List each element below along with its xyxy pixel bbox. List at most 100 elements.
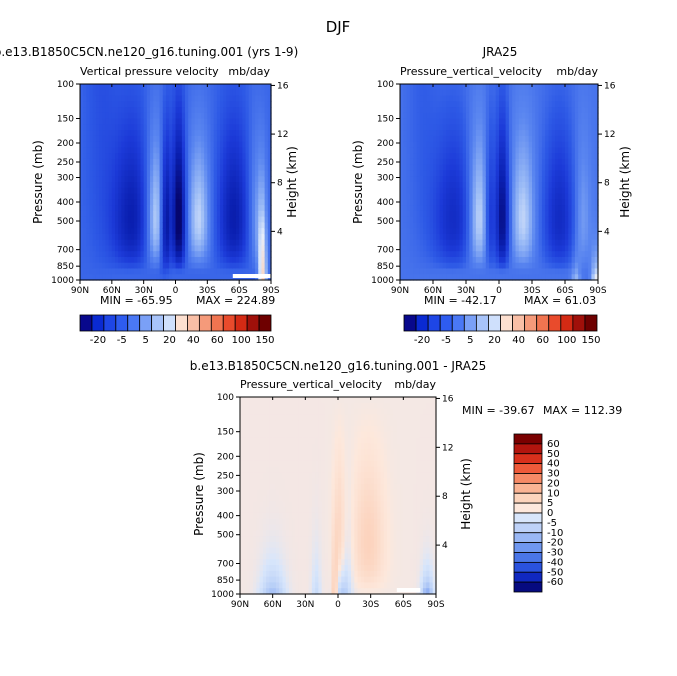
contour-cell (495, 124, 500, 131)
contour-cell (452, 239, 457, 247)
contour-cell (492, 222, 497, 229)
contour-cell (502, 182, 507, 189)
contour-cell (489, 182, 493, 189)
contour-cell (446, 245, 451, 252)
contour-cell (213, 135, 218, 143)
contour-cell (561, 89, 566, 97)
contour-cell (207, 147, 212, 154)
contour-cell (446, 89, 451, 97)
contour-cell (264, 112, 269, 120)
contour-cell (452, 205, 457, 212)
contour-cell (479, 118, 484, 125)
contour-cell (181, 205, 186, 212)
contour-cell (305, 547, 310, 555)
contour-cell (143, 158, 148, 166)
contour-cell (588, 210, 592, 218)
contour-cell (213, 176, 218, 183)
contour-cell (532, 182, 536, 189)
contour-cell (508, 251, 513, 258)
contour-cell (226, 107, 231, 114)
contour-cell (456, 176, 460, 183)
contour-cell (175, 193, 180, 200)
contour-cell (105, 274, 110, 281)
contour-cell (446, 256, 451, 264)
contour-cell (588, 182, 592, 189)
contour-cell (459, 193, 464, 200)
contour-cell (295, 431, 300, 439)
contour-cell (153, 199, 157, 206)
contour-cell (446, 95, 451, 102)
contour-cell (210, 153, 215, 160)
contour-cell (499, 176, 503, 183)
contour-cell (262, 478, 267, 485)
contour-cell (433, 170, 437, 177)
contour-cell (226, 222, 231, 229)
x-tick-label: 30S (523, 286, 540, 296)
contour-cell (295, 524, 300, 531)
contour-cell (272, 478, 277, 485)
contour-cell (162, 95, 167, 102)
contour-cell (275, 472, 280, 479)
contour-cell (588, 216, 592, 223)
contour-cell (302, 570, 306, 578)
contour-cell (229, 84, 234, 91)
contour-cell (419, 245, 424, 252)
contour-cell (124, 262, 129, 270)
contour-cell (289, 425, 293, 433)
contour-cell (485, 245, 490, 252)
contour-cell (181, 245, 186, 252)
contour-cell (181, 158, 186, 166)
contour-cell (403, 251, 408, 258)
contour-cell (502, 256, 507, 264)
contour-cell (269, 408, 274, 415)
contour-cell (292, 454, 297, 462)
contour-cell (433, 130, 437, 137)
contour-cell (298, 565, 303, 572)
contour-cell (535, 233, 540, 241)
contour-cell (423, 176, 427, 183)
contour-cell (568, 135, 573, 143)
contour-cell (446, 147, 451, 154)
contour-cell (226, 124, 231, 131)
contour-cell (197, 89, 202, 97)
contour-cell (423, 245, 427, 252)
contour-cell (472, 193, 477, 200)
contour-cell (121, 95, 126, 102)
contour-cell (83, 205, 87, 212)
contour-cell (191, 95, 196, 102)
contour-cell (548, 222, 553, 229)
contour-cell (545, 107, 550, 114)
contour-cell (561, 268, 566, 275)
contour-cell (551, 228, 556, 235)
contour-cell (204, 170, 208, 177)
contour-cell (502, 274, 507, 281)
contour-cell (459, 182, 464, 189)
contour-cell (482, 262, 487, 270)
contour-cell (594, 193, 599, 200)
contour-cell (469, 124, 474, 131)
contour-cell (269, 547, 274, 555)
contour-cell (256, 478, 261, 485)
contour-cell (591, 262, 596, 270)
contour-cell (210, 193, 215, 200)
contour-cell (446, 222, 451, 229)
contour-cell (518, 153, 523, 160)
contour-cell (436, 216, 441, 223)
contour-cell (466, 89, 470, 97)
contour-cell (105, 228, 110, 235)
contour-cell (162, 239, 167, 247)
contour-cell (439, 199, 444, 206)
contour-cell (99, 193, 103, 200)
contour-cell (403, 84, 408, 91)
contour-cell (456, 95, 460, 102)
contour-cell (102, 95, 107, 102)
contour-cell (400, 210, 404, 218)
contour-cell (492, 199, 497, 206)
contour-cell (423, 262, 427, 270)
contour-cell (248, 193, 253, 200)
contour-cell (169, 251, 173, 258)
contour-cell (413, 245, 418, 252)
contour-cell (259, 541, 264, 549)
contour-cell (99, 256, 103, 264)
contour-cell (264, 101, 269, 108)
